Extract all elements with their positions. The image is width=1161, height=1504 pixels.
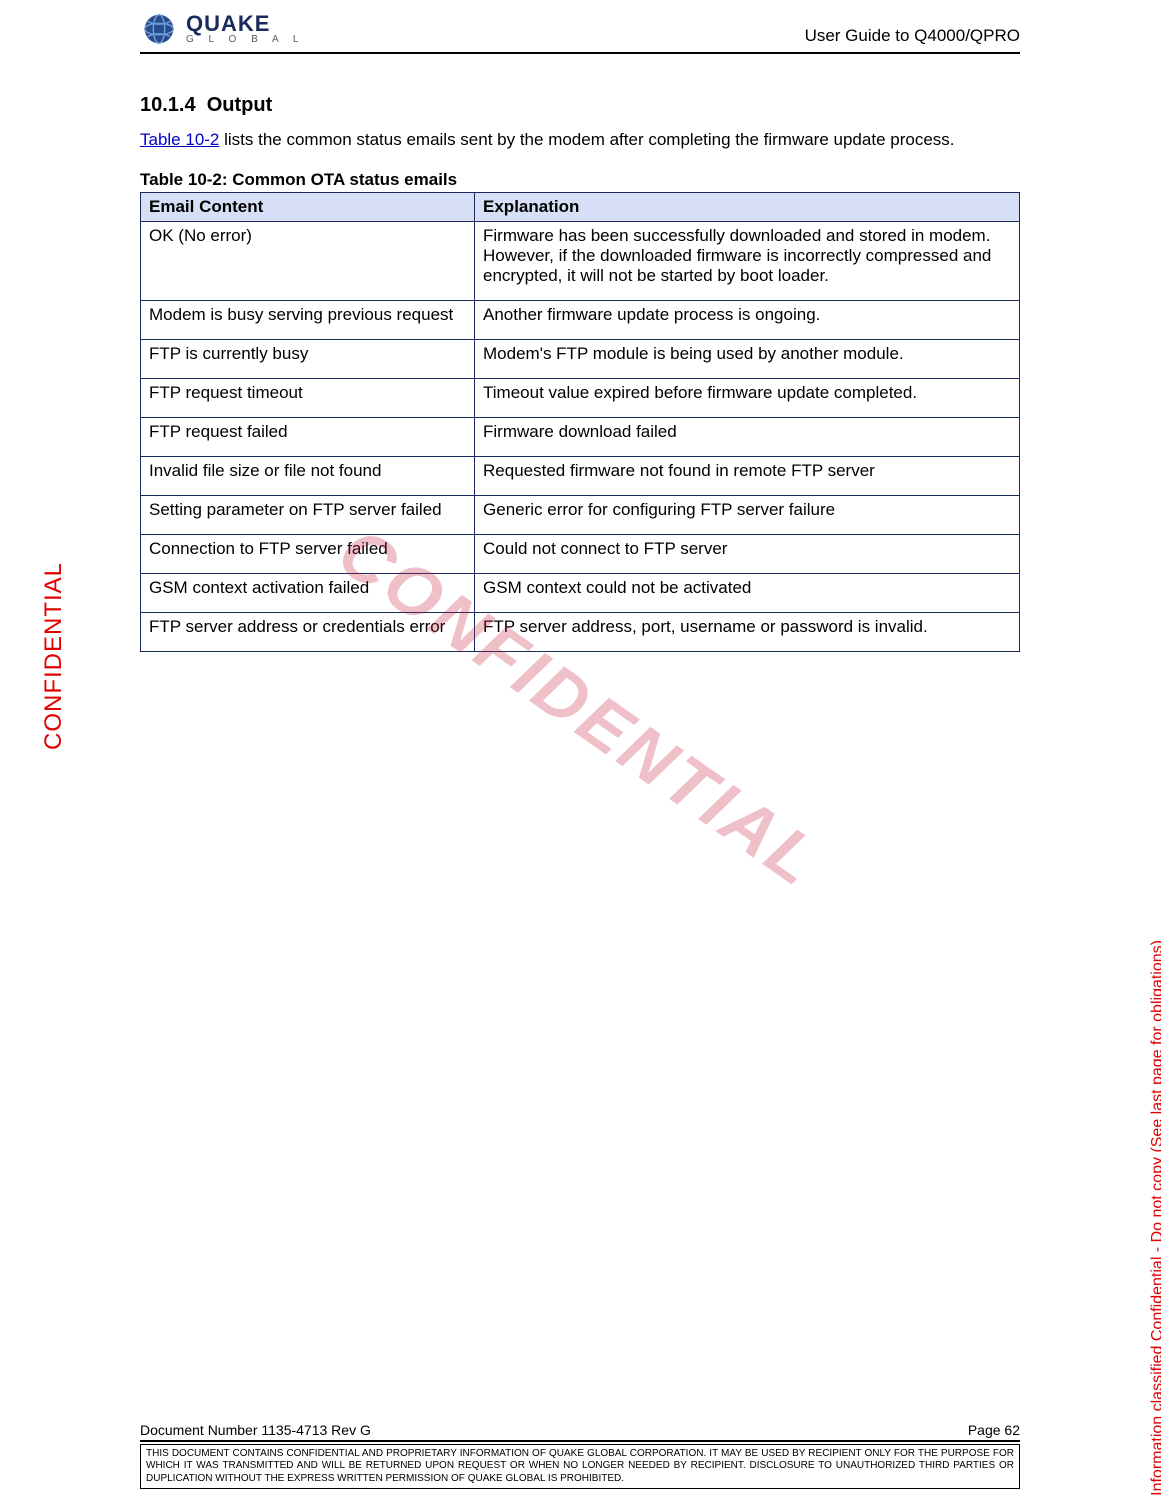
table-row: FTP request failedFirmware download fail… bbox=[141, 417, 1020, 456]
table-ref-link[interactable]: Table 10-2 bbox=[140, 130, 219, 149]
confidential-stamp-left: CONFIDENTIAL bbox=[40, 562, 68, 750]
section-number: 10.1.4 bbox=[140, 94, 196, 116]
table-row: FTP server address or credentials errorF… bbox=[141, 612, 1020, 651]
page-number: Page 62 bbox=[968, 1422, 1020, 1438]
email-content-cell: FTP server address or credentials error bbox=[141, 612, 475, 651]
table-row: OK (No error)Firmware has been successfu… bbox=[141, 221, 1020, 300]
email-content-cell: Connection to FTP server failed bbox=[141, 534, 475, 573]
page-footer: Document Number 1135-4713 Rev G Page 62 … bbox=[140, 1422, 1020, 1490]
explanation-cell: Generic error for configuring FTP server… bbox=[475, 495, 1020, 534]
explanation-cell: Firmware has been successfully downloade… bbox=[475, 221, 1020, 300]
table-row: GSM context activation failedGSM context… bbox=[141, 573, 1020, 612]
explanation-cell: GSM context could not be activated bbox=[475, 573, 1020, 612]
table-row: Modem is busy serving previous requestAn… bbox=[141, 300, 1020, 339]
table-header-row: Email Content Explanation bbox=[141, 192, 1020, 221]
page-container: CONFIDENTIAL QUAKE G L O B A L User Guid… bbox=[110, 0, 1050, 1504]
section-heading: 10.1.4 Output bbox=[140, 94, 1020, 117]
col-header-email: Email Content bbox=[141, 192, 475, 221]
explanation-cell: Another firmware update process is ongoi… bbox=[475, 300, 1020, 339]
content-area: 10.1.4 Output Table 10-2 lists the commo… bbox=[140, 54, 1020, 652]
logo: QUAKE G L O B A L bbox=[140, 10, 304, 48]
page-header: QUAKE G L O B A L User Guide to Q4000/QP… bbox=[140, 10, 1020, 54]
document-number: Document Number 1135-4713 Rev G bbox=[140, 1422, 371, 1438]
table-row: Invalid file size or file not foundReque… bbox=[141, 456, 1020, 495]
table-row: FTP is currently busyModem's FTP module … bbox=[141, 339, 1020, 378]
table-row: FTP request timeoutTimeout value expired… bbox=[141, 378, 1020, 417]
email-content-cell: FTP request timeout bbox=[141, 378, 475, 417]
explanation-cell: Requested firmware not found in remote F… bbox=[475, 456, 1020, 495]
explanation-cell: FTP server address, port, username or pa… bbox=[475, 612, 1020, 651]
table-caption: Table 10-2: Common OTA status emails bbox=[140, 170, 1020, 190]
confidentiality-notice: THIS DOCUMENT CONTAINS CONFIDENTIAL AND … bbox=[140, 1444, 1020, 1490]
email-content-cell: Modem is busy serving previous request bbox=[141, 300, 475, 339]
email-content-cell: FTP request failed bbox=[141, 417, 475, 456]
table-row: Connection to FTP server failedCould not… bbox=[141, 534, 1020, 573]
confidential-stamp-right: Information classified Confidential - Do… bbox=[1149, 940, 1161, 1496]
intro-text: lists the common status emails sent by t… bbox=[219, 130, 954, 149]
logo-sub-text: G L O B A L bbox=[186, 35, 304, 45]
intro-paragraph: Table 10-2 lists the common status email… bbox=[140, 129, 1020, 152]
email-content-cell: GSM context activation failed bbox=[141, 573, 475, 612]
section-title: Output bbox=[207, 94, 273, 116]
email-content-cell: OK (No error) bbox=[141, 221, 475, 300]
globe-icon bbox=[140, 10, 178, 48]
explanation-cell: Could not connect to FTP server bbox=[475, 534, 1020, 573]
document-title: User Guide to Q4000/QPRO bbox=[805, 26, 1020, 48]
explanation-cell: Firmware download failed bbox=[475, 417, 1020, 456]
email-content-cell: Setting parameter on FTP server failed bbox=[141, 495, 475, 534]
logo-main-text: QUAKE bbox=[186, 13, 304, 35]
email-content-cell: Invalid file size or file not found bbox=[141, 456, 475, 495]
table-row: Setting parameter on FTP server failedGe… bbox=[141, 495, 1020, 534]
status-table: Email Content Explanation OK (No error)F… bbox=[140, 192, 1020, 652]
email-content-cell: FTP is currently busy bbox=[141, 339, 475, 378]
explanation-cell: Modem's FTP module is being used by anot… bbox=[475, 339, 1020, 378]
explanation-cell: Timeout value expired before firmware up… bbox=[475, 378, 1020, 417]
col-header-explanation: Explanation bbox=[475, 192, 1020, 221]
